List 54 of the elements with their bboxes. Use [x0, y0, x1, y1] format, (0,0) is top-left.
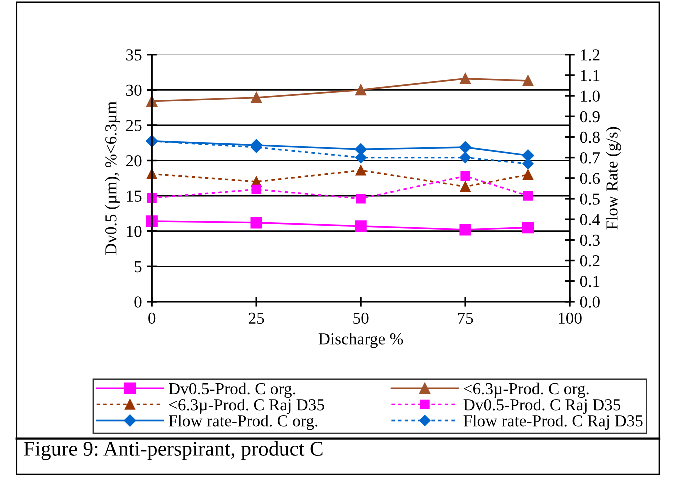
- point: [355, 220, 367, 232]
- y2-tick-label: 1.0: [581, 90, 600, 102]
- point: [252, 184, 262, 195]
- y-tick-label: 30: [126, 84, 142, 96]
- point: [459, 141, 472, 154]
- legend-label: Flow rate-Prod. C Raj D35: [464, 415, 643, 430]
- y2-axis-title: Flow Rate (g/s): [606, 127, 622, 230]
- y-tick-label: 0: [134, 296, 142, 308]
- x-tick-label: 25: [248, 312, 264, 324]
- legend-label: Dv0.5-Prod. C Raj D35: [464, 398, 621, 414]
- y2-tick-label: 0.6: [580, 173, 600, 184]
- y2-tick-label: 0.7: [580, 152, 600, 164]
- y-tick-label: 25: [126, 120, 142, 132]
- y2-tick-label: 0.0: [580, 296, 600, 308]
- x-tick-label: 100: [558, 312, 582, 324]
- y-tick-label: 5: [135, 262, 142, 273]
- y2-tick-label: 0.5: [580, 194, 600, 206]
- point: [523, 191, 534, 201]
- point: [355, 152, 367, 164]
- y2-tick-label: 0.2: [580, 255, 600, 267]
- point: [523, 170, 534, 180]
- legend-label: <6.3µ-Prod. C org.: [464, 382, 589, 398]
- point: [356, 84, 367, 96]
- point: [460, 224, 472, 236]
- legend-label: Flow rate-Prod. C org.: [169, 415, 318, 430]
- y-tick-label: 15: [127, 190, 142, 202]
- y2-tick-label: 0.4: [580, 214, 600, 226]
- point: [460, 152, 472, 164]
- legend-label: <6.3µ-Prod. C Raj D35: [169, 398, 324, 414]
- x-tick-label: 50: [354, 312, 369, 324]
- point: [522, 75, 534, 86]
- y-tick-label: 35: [126, 50, 142, 61]
- point: [356, 194, 366, 204]
- x-axis-title: Discharge %: [318, 333, 404, 348]
- y2-tick-label: 0.9: [580, 111, 600, 123]
- y-axis-title: Dv0.5 (µm), %<6.3µm: [105, 102, 120, 255]
- point: [460, 182, 471, 192]
- y2-tick-label: 0.8: [580, 132, 600, 144]
- y2-tick-label: 1.1: [581, 70, 600, 82]
- point: [460, 73, 472, 84]
- point: [522, 222, 534, 234]
- y2-tick-label: 0.1: [580, 276, 600, 288]
- legend-label: Dv0.5-Prod. C org.: [169, 382, 296, 398]
- y-tick-label: 10: [127, 226, 142, 238]
- point: [356, 165, 366, 176]
- point: [250, 217, 262, 229]
- y-tick-label: 20: [126, 155, 142, 167]
- y2-tick-label: 0.3: [580, 234, 600, 246]
- x-tick-label: 0: [148, 312, 156, 324]
- x-tick-label: 75: [458, 313, 474, 324]
- caption: Figure 9: Anti-perspirant, product C: [24, 441, 323, 460]
- point: [251, 92, 262, 104]
- point: [460, 171, 470, 182]
- y2-tick-label: 1.2: [581, 50, 600, 61]
